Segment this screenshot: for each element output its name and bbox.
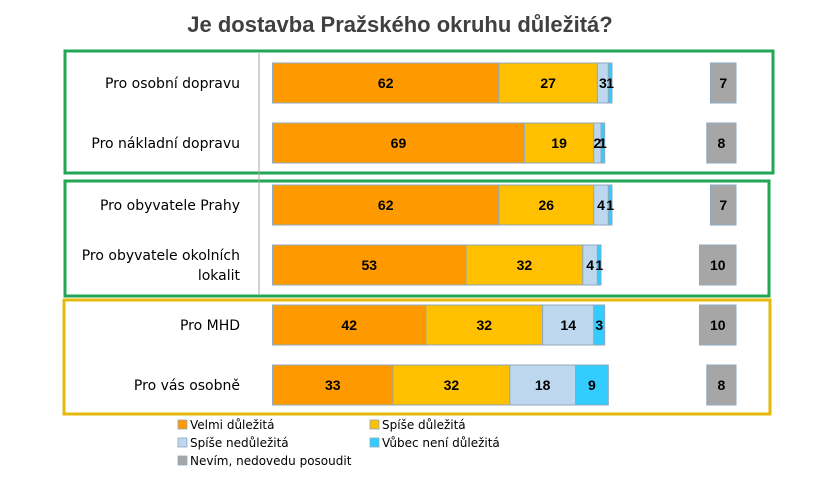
category-labels: Pro osobní dopravu Pro nákladní dopravu Pr…	[82, 76, 241, 394]
bar-segment-not-important	[596, 244, 602, 286]
data-label: 42	[341, 317, 357, 333]
data-label: 7	[719, 197, 727, 213]
data-label: 9	[588, 377, 596, 393]
group-frame-1	[63, 49, 775, 175]
category-label: Pro obyvatele okolních lokalit	[82, 248, 241, 284]
category-label: Pro vás osobně	[134, 378, 240, 394]
legend-swatch	[177, 455, 188, 466]
data-label: 18	[535, 377, 551, 393]
data-label: 3	[595, 317, 603, 333]
bar-segment-rather-important	[425, 304, 544, 346]
legend-label: Spíše nedůležitá	[190, 436, 289, 450]
bar-segment-dont-know	[709, 184, 737, 226]
group-frames	[62, 49, 775, 416]
category-label: Pro osobní dopravu	[105, 76, 240, 92]
category-label: Pro obyvatele Prahy	[100, 198, 240, 214]
data-label: 10	[710, 257, 726, 273]
bar-segment-rather-important	[465, 244, 584, 286]
data-label: 53	[361, 257, 377, 273]
bar-segment-not-important	[607, 62, 613, 104]
bar-segment-very-important	[272, 122, 525, 164]
data-label: 4	[597, 197, 605, 213]
bar-segment-dont-know	[699, 244, 737, 286]
data-label: 14	[560, 317, 576, 333]
data-label: 19	[551, 135, 567, 151]
category-label: Pro nákladní dopravu	[91, 136, 240, 152]
group-frame-2	[63, 179, 771, 298]
data-label: 62	[378, 75, 394, 91]
data-label: 32	[517, 257, 533, 273]
data-label: 1	[606, 197, 614, 213]
bar-segment-rather-important	[498, 62, 598, 104]
data-label: 32	[476, 317, 492, 333]
data-label: 33	[325, 377, 341, 393]
data-label: 4	[586, 257, 594, 273]
data-label: 10	[710, 317, 726, 333]
bar-segment-rather-unimportant	[509, 364, 576, 406]
bar-segment-rather-important	[523, 122, 595, 164]
legend-swatch	[369, 419, 380, 430]
legend-label: Vůbec není důležitá	[382, 436, 500, 450]
data-label: 1	[595, 257, 603, 273]
data-label: 62	[378, 197, 394, 213]
bar-segment-not-important	[593, 304, 606, 346]
legend-label: Spíše důležitá	[382, 418, 466, 432]
data-label: 69	[391, 135, 407, 151]
data-label: 1	[606, 75, 614, 91]
bar-segment-dont-know	[706, 364, 737, 406]
legend-swatch	[177, 437, 188, 448]
data-label: 7	[719, 75, 727, 91]
bar-segment-not-important	[575, 364, 609, 406]
bar-segment-not-important	[607, 184, 613, 226]
bar-segment-very-important	[272, 184, 500, 226]
bar-segment-dont-know	[706, 122, 737, 164]
legend-swatch	[369, 437, 380, 448]
bar-segment-very-important	[272, 244, 467, 286]
data-label: 8	[718, 377, 726, 393]
data-label: 2	[594, 135, 602, 151]
data-label: 1	[599, 135, 607, 151]
bar-segment-very-important	[272, 62, 500, 104]
chart-title: Je dostavba Pražského okruhu důležitá?	[187, 12, 612, 37]
bar-segment-rather-unimportant	[542, 304, 595, 346]
data-label: 32	[444, 377, 460, 393]
group-frame-3	[62, 298, 772, 416]
bar-segment-dont-know	[709, 62, 737, 104]
legend-label: Velmi důležitá	[190, 418, 274, 432]
legend: Velmi důležitá Spíše důležitá Spíše nedůle…	[177, 418, 500, 468]
bar-segment-very-important	[272, 304, 427, 346]
data-label: 8	[718, 135, 726, 151]
legend-swatch	[177, 419, 188, 430]
bar-segment-very-important	[272, 364, 394, 406]
data-label: 3	[599, 75, 607, 91]
bar-segment-rather-important	[498, 184, 595, 226]
data-label: 27	[540, 75, 556, 91]
category-label: Pro MHD	[180, 318, 240, 334]
data-label: 26	[539, 197, 555, 213]
legend-label: Nevím, nedovedu posoudit	[190, 454, 352, 468]
bar-segment-dont-know	[699, 304, 737, 346]
bar-segment-not-important	[600, 122, 606, 164]
